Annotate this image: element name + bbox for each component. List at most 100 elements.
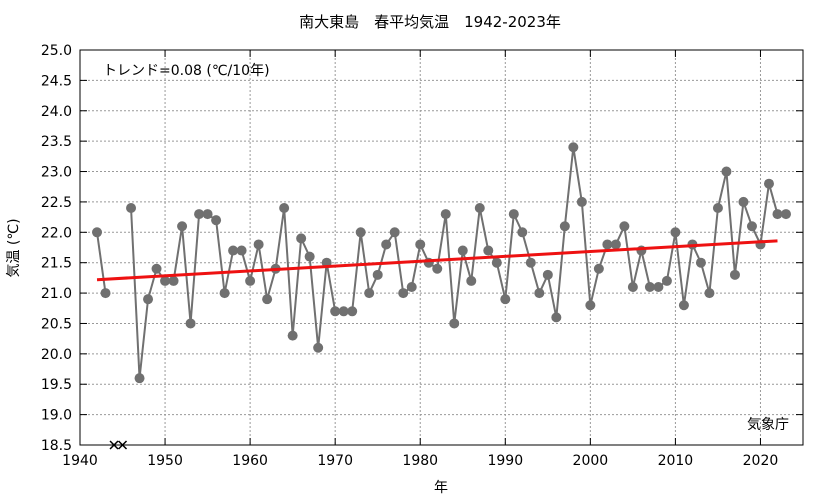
data-point: [644, 282, 655, 292]
data-point: [695, 257, 706, 268]
data-point: [704, 288, 715, 299]
data-point: [508, 209, 519, 220]
data-point: [168, 275, 179, 286]
series-temperature: [92, 142, 791, 384]
data-point: [185, 318, 196, 329]
data-point: [517, 227, 528, 238]
data-point: [721, 166, 732, 177]
data-point: [678, 300, 689, 311]
data-point: [364, 288, 375, 299]
data-point: [729, 269, 740, 280]
data-point: [738, 196, 749, 207]
x-tick-label: 1950: [147, 453, 183, 469]
x-axis-label: 年: [434, 480, 448, 496]
data-point: [338, 306, 349, 317]
y-tick-label: 23.5: [41, 134, 72, 150]
data-point: [389, 227, 400, 238]
data-point: [236, 245, 247, 256]
y-axis-label: 気温 (℃): [6, 218, 22, 277]
data-point: [406, 282, 417, 292]
data-point: [559, 221, 570, 232]
y-tick-label: 25.0: [41, 43, 72, 59]
source-label: 気象庁: [747, 417, 789, 433]
data-point: [585, 300, 596, 311]
y-tick-label: 20.0: [41, 347, 72, 363]
data-point: [610, 239, 621, 250]
y-tick-label: 22.5: [41, 195, 72, 211]
data-point: [772, 209, 783, 220]
missing-markers: [109, 440, 128, 450]
x-tick-label: 2020: [743, 453, 779, 469]
data-point: [619, 221, 630, 232]
data-point: [449, 318, 460, 329]
data-point: [568, 142, 579, 153]
data-point: [253, 239, 264, 250]
data-point: [245, 275, 256, 286]
grid: [80, 50, 803, 445]
data-point: [763, 178, 774, 189]
data-point: [177, 221, 188, 232]
data-point: [381, 239, 392, 250]
data-point: [483, 245, 494, 256]
data-point: [398, 288, 409, 299]
data-point: [355, 227, 366, 238]
x-tick-label: 1960: [232, 453, 268, 469]
data-point: [372, 269, 383, 280]
data-point: [296, 233, 307, 244]
x-tick-label: 1980: [402, 453, 438, 469]
y-tick-label: 21.0: [41, 286, 72, 302]
data-point: [134, 373, 145, 384]
data-point: [593, 263, 604, 274]
y-tick-label: 19.5: [41, 377, 72, 393]
data-point: [194, 209, 205, 220]
data-point: [712, 203, 723, 213]
data-point: [228, 245, 239, 256]
data-point: [126, 203, 137, 213]
y-tick-label: 18.5: [41, 438, 72, 454]
data-point: [474, 203, 485, 213]
data-point: [432, 263, 443, 274]
x-tick-label: 1990: [487, 453, 523, 469]
data-point: [202, 209, 213, 220]
trend-label: トレンド=0.08 (℃/10年): [103, 63, 270, 79]
data-point: [576, 196, 587, 207]
x-tick-label: 2010: [658, 453, 694, 469]
data-point: [457, 245, 468, 256]
y-tick-label: 24.5: [41, 73, 72, 89]
data-point: [500, 294, 511, 305]
y-tick-label: 19.0: [41, 408, 72, 424]
data-point: [491, 257, 502, 268]
data-point: [661, 275, 672, 286]
data-point: [143, 294, 154, 305]
plot-frame: [79, 49, 804, 446]
data-point: [279, 203, 290, 213]
data-point: [304, 251, 315, 262]
data-point: [466, 275, 477, 286]
x-tick-label: 1970: [317, 453, 353, 469]
missing-marker: [109, 440, 119, 450]
data-point: [653, 282, 664, 292]
missing-marker: [117, 440, 128, 450]
data-point: [602, 239, 613, 250]
chart-title: 南大東島 春平均気温 1942-2023年: [299, 13, 561, 31]
y-tick-label: 21.5: [41, 256, 72, 272]
data-point: [211, 215, 222, 226]
data-point: [551, 312, 562, 323]
data-point: [151, 263, 162, 274]
data-point: [627, 282, 638, 292]
y-tick-label: 23.0: [41, 165, 72, 181]
y-tick-label: 22.0: [41, 225, 72, 241]
data-point: [92, 227, 103, 238]
data-point: [100, 288, 111, 299]
data-point: [542, 269, 553, 280]
trend-line: [96, 239, 778, 282]
y-tick-label: 20.5: [41, 316, 72, 332]
data-point: [780, 209, 791, 220]
y-tick-label: 24.0: [41, 104, 72, 120]
x-tick-label: 2000: [573, 453, 609, 469]
data-point: [262, 294, 273, 305]
data-point: [287, 330, 298, 341]
data-point: [415, 239, 426, 250]
data-point: [746, 221, 757, 232]
